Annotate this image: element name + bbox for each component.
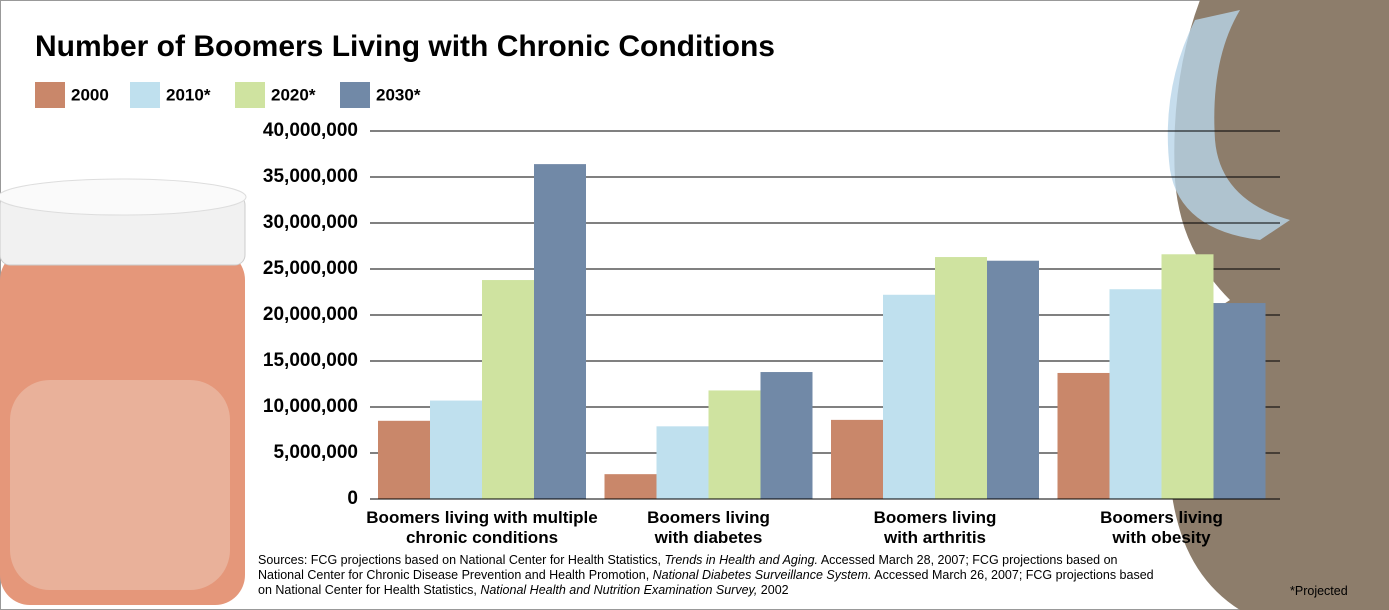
x-tick-label: Boomers living with multiple chronic con… — [366, 508, 598, 547]
bar — [1213, 303, 1266, 499]
source-text: Accessed March 28, 2007; FCG projections… — [258, 553, 1118, 582]
y-tick-label: 20,000,000 — [263, 304, 358, 325]
chart-title: Number of Boomers Living with Chronic Co… — [35, 30, 775, 63]
x-tick-label: Boomers living with arthritis — [873, 508, 997, 547]
y-tick-label: 40,000,000 — [263, 120, 358, 141]
x-tick-label: Boomers living with diabetes — [647, 508, 770, 547]
bar — [604, 474, 657, 499]
x-tick-label: Boomers living with obesity — [1100, 508, 1223, 547]
legend-swatch — [130, 82, 160, 108]
bar — [987, 260, 1039, 499]
source-text: 2002 — [757, 583, 789, 597]
bar — [708, 390, 761, 499]
y-tick-label: 10,000,000 — [263, 396, 358, 417]
legend-swatch — [35, 82, 65, 108]
source-text: National Diabetes Surveillance System. — [652, 568, 872, 582]
bar — [1109, 289, 1162, 499]
footnote: *Projected — [1290, 584, 1348, 598]
y-tick-label: 25,000,000 — [263, 258, 358, 279]
y-tick-label: 0 — [347, 488, 358, 509]
bar — [378, 420, 430, 499]
y-tick-label: 15,000,000 — [263, 350, 358, 371]
bar — [760, 372, 813, 499]
bar — [1057, 372, 1110, 499]
bar — [831, 419, 883, 499]
y-tick-label: 35,000,000 — [263, 166, 358, 187]
bar — [430, 400, 482, 499]
legend-swatch — [340, 82, 370, 108]
bar — [656, 426, 709, 499]
source-text: Trends in Health and Aging. — [664, 553, 819, 567]
y-tick-label: 30,000,000 — [263, 212, 358, 233]
source-text: National Health and Nutrition Examinatio… — [480, 583, 758, 597]
decor-bottle — [0, 178, 247, 605]
bar — [883, 294, 935, 499]
bar — [482, 280, 534, 499]
source-text: Accessed March 26, 2007; FCG projections… — [258, 568, 1154, 597]
y-tick-label: 5,000,000 — [273, 442, 358, 463]
sources: Sources: FCG projections based on Nation… — [258, 553, 1158, 598]
bar — [534, 164, 586, 499]
legend-label: 2020* — [271, 85, 316, 104]
legend-label: 2010* — [166, 85, 211, 104]
bar — [935, 257, 987, 499]
legend-label: 2000 — [71, 85, 109, 104]
legend-label: 2030* — [376, 85, 421, 104]
bar — [1161, 254, 1214, 499]
source-text: Sources: FCG projections based on Nation… — [258, 553, 665, 567]
legend-swatch — [235, 82, 265, 108]
